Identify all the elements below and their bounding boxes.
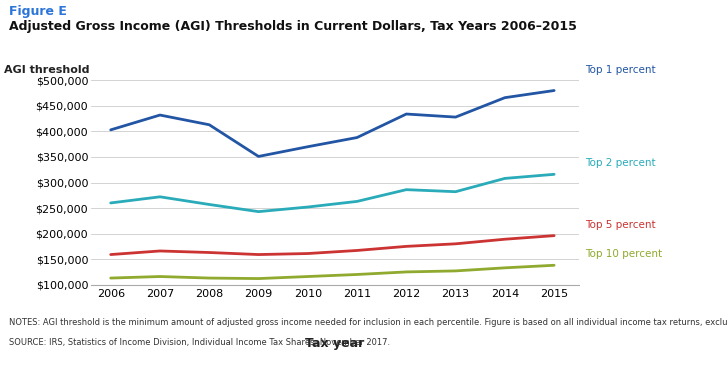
- Text: Tax year: Tax year: [305, 337, 365, 350]
- Text: Top 1 percent: Top 1 percent: [585, 65, 656, 76]
- Text: Top 2 percent: Top 2 percent: [585, 158, 656, 168]
- Text: Adjusted Gross Income (AGI) Thresholds in Current Dollars, Tax Years 2006–2015: Adjusted Gross Income (AGI) Thresholds i…: [9, 20, 577, 33]
- Text: Top 10 percent: Top 10 percent: [585, 249, 662, 259]
- Text: SOURCE: IRS, Statistics of Income Division, Individual Income Tax Shares, Novemb: SOURCE: IRS, Statistics of Income Divisi…: [9, 338, 391, 347]
- Text: Figure E: Figure E: [9, 5, 67, 19]
- Text: AGI threshold: AGI threshold: [4, 65, 89, 75]
- Text: NOTES: AGI threshold is the minimum amount of adjusted gross income needed for i: NOTES: AGI threshold is the minimum amou…: [9, 318, 728, 327]
- Text: Top 5 percent: Top 5 percent: [585, 220, 656, 230]
